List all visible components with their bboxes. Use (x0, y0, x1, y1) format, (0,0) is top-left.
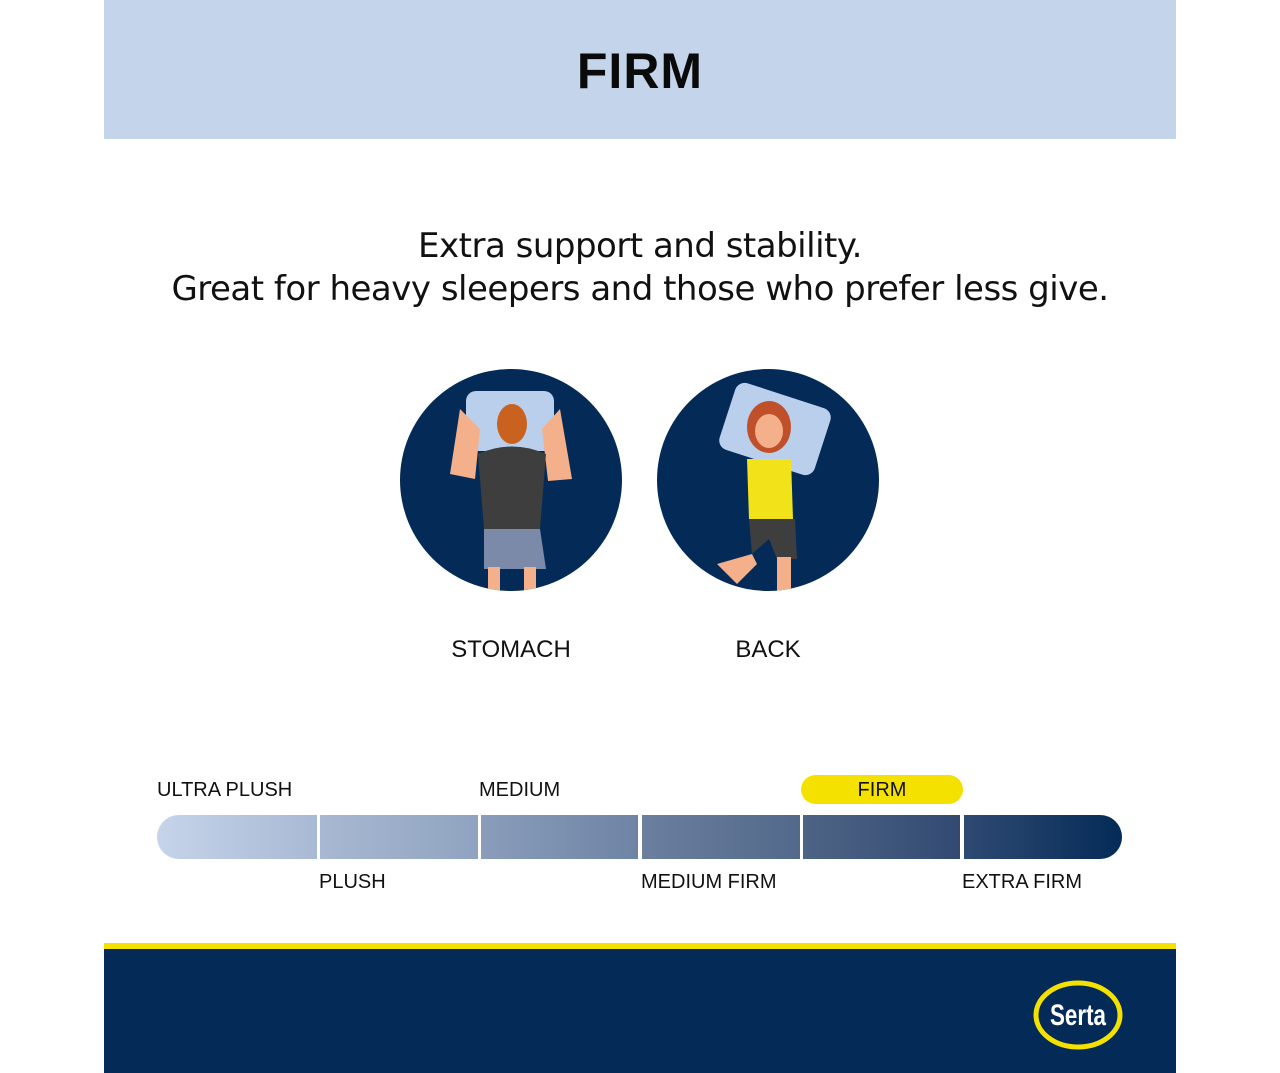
scale-label-medium: MEDIUM (479, 779, 561, 801)
scale-label-firm: FIRM (857, 779, 907, 801)
stomach-sleeper-illustration (400, 369, 622, 591)
scale-segment-medium (481, 815, 638, 859)
scale-label-medium-firm: MEDIUM FIRM (641, 871, 777, 893)
footer-banner: Serta (104, 943, 1176, 1073)
header-banner: FIRM (104, 0, 1176, 139)
scale-segment-medium-firm (642, 815, 800, 859)
scale-label-extra-firm: EXTRA FIRM (962, 871, 1083, 893)
scale-segment-firm (803, 815, 960, 859)
serta-logo: Serta (1033, 980, 1123, 1050)
description-line-1: Extra support and stability. (418, 226, 862, 266)
scale-label-plush: PLUSH (319, 871, 386, 893)
description-line-2: Great for heavy sleepers and those who p… (171, 269, 1109, 309)
scale-segment-plush (320, 815, 478, 859)
scale-segment-extra-firm (964, 815, 1122, 859)
position-label-stomach: STOMACH (451, 636, 571, 663)
back-sleeper-illustration (657, 369, 879, 591)
position-label-back: BACK (735, 636, 801, 663)
scale-label-ultra-plush: ULTRA PLUSH (157, 779, 293, 801)
scale-segment-ultra-plush (157, 815, 317, 859)
selected-firmness-highlight (801, 775, 963, 804)
page-title: FIRM (576, 43, 704, 99)
brand-logo-text: Serta (1050, 999, 1106, 1032)
